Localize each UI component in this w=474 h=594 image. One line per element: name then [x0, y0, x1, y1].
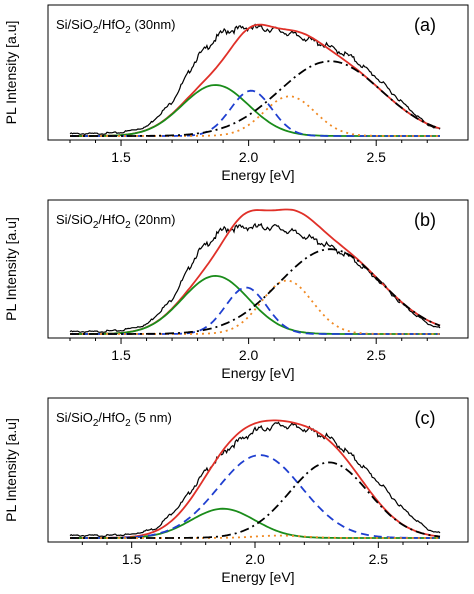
component-peak-line-5 [70, 461, 441, 539]
component-peak-line-3 [70, 286, 440, 335]
sample-label: Si/SiO2/HfO2 (30nm) [56, 17, 176, 36]
x-axis-label: Energy [eV] [221, 365, 294, 381]
panel-c: 1.5 2.0 2.5 Energy [eV] PL Intensity [a.u] Si… [3, 397, 469, 585]
component-peak-line-4 [70, 95, 440, 137]
x-tick-label: 1.5 [122, 551, 142, 567]
panel-label: (b) [414, 210, 436, 230]
x-tick-label: 1.5 [111, 149, 131, 165]
x-tick-label: 2.0 [239, 149, 259, 165]
component-peak-line-5 [70, 60, 441, 137]
plot-frame [47, 397, 469, 543]
measured-spectrum-line [69, 222, 441, 334]
plot-frame [47, 199, 469, 339]
component-peak-line-3 [70, 89, 440, 137]
panel-label: (c) [415, 408, 436, 428]
x-tick-label: 2.5 [366, 347, 386, 363]
x-tick-label: 2.5 [366, 149, 386, 165]
y-axis-label: PL Intensity [a.u] [3, 418, 19, 522]
component-peak-line-5 [70, 248, 441, 335]
panel-b: 1.5 2.0 2.5 Energy [eV] PL Intensity [a.u] Si… [3, 199, 469, 381]
x-tick-label: 1.5 [111, 347, 131, 363]
y-axis-label: PL Intensity [a.u] [3, 217, 19, 321]
panel-label: (a) [414, 15, 436, 35]
plot-frame [47, 4, 469, 141]
panel-a: 1.5 2.0 2.5 Energy [eV] PL Intensity [a.u] Si… [3, 4, 469, 183]
component-peak-line-3 [70, 454, 440, 539]
sample-label: Si/SiO2/HfO2 (20nm) [56, 212, 176, 231]
x-tick-label: 2.0 [245, 551, 265, 567]
fit-line [70, 23, 441, 137]
x-tick-label: 2.0 [239, 347, 259, 363]
component-peak-line-4 [70, 279, 440, 335]
x-tick-label: 2.5 [369, 551, 389, 567]
y-axis-label: PL Intensity [a.u] [3, 21, 19, 125]
sample-label: Si/SiO2/HfO2 (5 nm) [56, 410, 172, 429]
measured-spectrum-line [69, 421, 441, 538]
x-axis-label: Energy [eV] [221, 167, 294, 183]
x-axis-label: Energy [eV] [221, 569, 294, 585]
measured-spectrum-line [69, 23, 441, 136]
